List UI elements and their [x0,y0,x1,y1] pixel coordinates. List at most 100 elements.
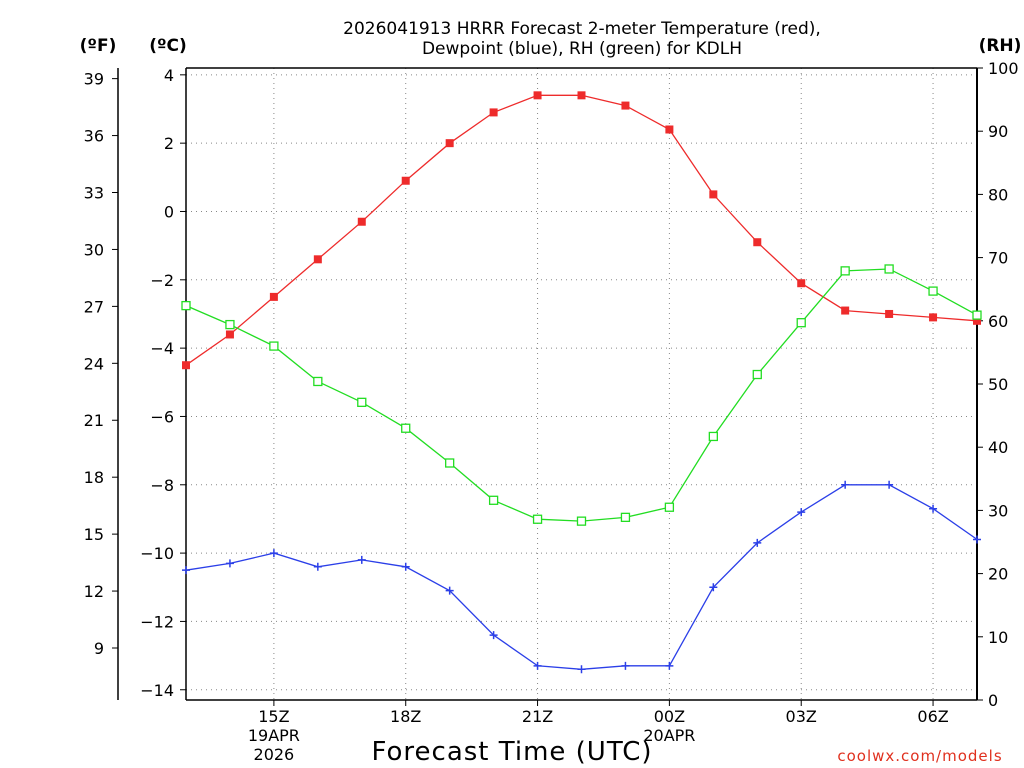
rh-point [532,514,543,524]
celsius-tick-label: 2 [164,134,174,153]
temperature-point [182,361,190,370]
temperature-point [489,108,498,117]
rh-point [576,516,587,526]
temperature-point [313,255,322,264]
rh-unit-label: (RH) [979,36,1022,56]
dewpoint-point [269,549,278,558]
rh-line [185,268,978,522]
celsius-tick-label: 4 [164,66,174,85]
rh-point [708,431,718,442]
rh-tick-label: 50 [988,375,1008,394]
x-tick-label: 03Z [786,707,817,726]
temperature-point [621,101,630,110]
fahrenheit-tick-label: 9 [94,639,104,658]
temperature-point [269,292,278,301]
fahrenheit-tick-label: 12 [84,582,104,601]
rh-point [972,310,982,320]
rh-point [269,341,279,351]
x-tick-date-label: 20APR [643,726,695,745]
temperature-point [797,279,806,288]
dewpoint-point [533,661,542,670]
temperature-point [225,330,234,339]
rh-tick-label: 10 [988,628,1008,647]
celsius-tick-label: −6 [150,407,174,426]
dewpoint-point [665,661,674,670]
celsius-tick-label: −12 [140,612,174,631]
x-tick-label: 06Z [917,707,948,726]
temperature-point [885,309,894,318]
fahrenheit-unit-label: (ºF) [80,36,117,56]
rh-tick-label: 80 [988,185,1008,204]
dewpoint-point [577,665,586,674]
rh-point [620,512,631,523]
rh-tick-label: 100 [988,59,1019,78]
data-series [181,91,982,674]
celsius-tick-label: −10 [140,544,174,563]
fahrenheit-tick-label: 36 [84,127,104,146]
dewpoint-point [709,583,718,592]
dewpoint-point [885,480,894,489]
chart-title-line-1: 2026041913 HRRR Forecast 2-meter Tempera… [343,19,821,39]
celsius-unit-label: (ºC) [149,36,187,56]
rh-point [488,495,499,505]
rh-point [884,264,894,274]
fahrenheit-tick-label: 27 [84,297,104,316]
temperature-point [577,91,586,100]
rh-point [840,266,850,276]
dewpoint-point [445,586,454,595]
x-tick-year-label: 2026 [254,745,295,764]
temperature-point [753,238,762,247]
celsius-tick-label: −14 [140,681,174,700]
temperature-point [841,306,850,315]
rh-point [313,376,323,387]
rh-point [796,318,806,328]
source-credit: coolwx.com/models [837,747,1002,765]
dewpoint-point [182,566,190,575]
temperature-point [929,313,938,322]
fahrenheit-tick-label: 24 [84,354,104,373]
chart-axes: 420−2−4−6−8−10−12−1439363330272421181512… [84,59,1019,764]
rh-tick-label: 60 [988,312,1008,331]
rh-point [401,423,411,433]
rh-point [928,286,938,296]
celsius-tick-label: −8 [150,476,174,495]
temperature-point [401,176,410,185]
rh-tick-label: 30 [988,501,1008,520]
x-tick-label: 00Z [654,707,685,726]
dewpoint-point [929,504,938,513]
dewpoint-point [225,559,234,568]
temperature-point [973,316,981,325]
temperature-point [445,139,454,148]
rh-point [357,397,367,407]
dewpoint-line [185,484,978,670]
rh-tick-label: 70 [988,249,1008,268]
dewpoint-point [797,508,806,517]
fahrenheit-tick-label: 30 [84,240,104,259]
rh-tick-label: 90 [988,122,1008,141]
dewpoint-point [401,562,410,571]
rh-point [445,458,455,468]
dewpoint-point [841,480,850,489]
rh-point [181,300,191,311]
dewpoint-point [621,661,630,670]
dewpoint-point [973,535,981,544]
celsius-tick-label: 0 [164,202,174,221]
celsius-tick-label: −4 [150,339,174,358]
x-tick-date-label: 19APR [248,726,300,745]
dewpoint-point [313,562,322,571]
x-tick-label: 15Z [258,707,289,726]
rh-point [225,319,235,330]
fahrenheit-tick-label: 39 [84,70,104,89]
temperature-point [357,217,366,226]
fahrenheit-tick-label: 21 [84,411,104,430]
chart-title-line-2: Dewpoint (blue), RH (green) for KDLH [422,39,742,59]
dewpoint-point [357,555,366,564]
fahrenheit-tick-label: 18 [84,468,104,487]
x-tick-label: 21Z [522,707,553,726]
rh-tick-label: 40 [988,438,1008,457]
x-tick-label: 18Z [390,707,421,726]
dewpoint-point [489,631,498,640]
dewpoint-point [753,538,762,547]
temperature-point [533,91,542,100]
